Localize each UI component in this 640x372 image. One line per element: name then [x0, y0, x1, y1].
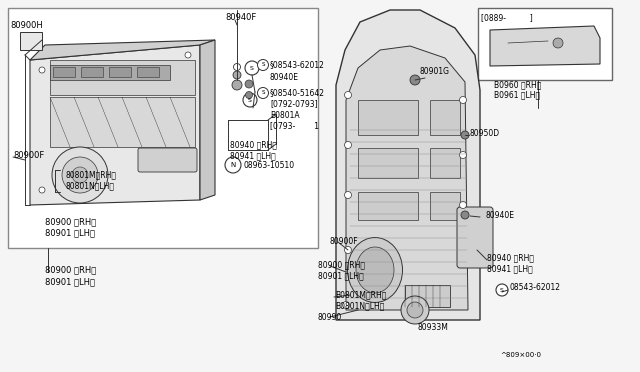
Text: §08540-51642: §08540-51642	[270, 89, 325, 97]
Circle shape	[233, 71, 241, 79]
Text: S: S	[500, 288, 504, 292]
Circle shape	[461, 211, 469, 219]
Bar	[478, 8, 612, 80]
Bar	[81, 67, 103, 77]
Text: S: S	[250, 65, 254, 71]
Circle shape	[460, 96, 467, 103]
Text: 80950D: 80950D	[470, 128, 500, 138]
Text: 80900F: 80900F	[13, 151, 44, 160]
Text: [0889-          ]: [0889- ]	[481, 13, 532, 22]
Text: S: S	[261, 90, 265, 96]
Circle shape	[72, 167, 88, 183]
Text: 80900 〈RH〉: 80900 〈RH〉	[45, 218, 96, 227]
Circle shape	[553, 38, 563, 48]
Text: 80801N〈LH〉: 80801N〈LH〉	[65, 182, 114, 190]
Text: 80941 〈LH〉: 80941 〈LH〉	[230, 151, 276, 160]
Circle shape	[225, 157, 241, 173]
Circle shape	[246, 92, 253, 99]
Text: S: S	[261, 62, 265, 67]
Text: 08543-62012: 08543-62012	[510, 283, 561, 292]
Text: 80901G: 80901G	[420, 67, 450, 77]
Bar	[8, 8, 318, 248]
Bar	[137, 67, 159, 77]
Text: §08543-62012: §08543-62012	[270, 61, 325, 70]
Bar	[358, 192, 418, 220]
Text: [0793-        1: [0793- 1	[270, 122, 319, 131]
Circle shape	[257, 87, 269, 99]
Circle shape	[460, 151, 467, 158]
Bar	[430, 148, 460, 178]
Bar	[405, 285, 450, 307]
Text: 80940 〈RH〉: 80940 〈RH〉	[487, 253, 534, 263]
Text: 80901 〈LH〉: 80901 〈LH〉	[318, 272, 364, 280]
Circle shape	[407, 302, 423, 318]
Bar	[430, 192, 460, 220]
Text: 80933M: 80933M	[418, 324, 449, 333]
Bar	[53, 67, 75, 77]
Text: 80900 〈RH〉: 80900 〈RH〉	[45, 266, 96, 275]
Polygon shape	[30, 45, 200, 205]
Text: 80940F: 80940F	[225, 13, 256, 22]
Circle shape	[410, 75, 420, 85]
Polygon shape	[30, 40, 215, 60]
Circle shape	[257, 60, 269, 71]
FancyBboxPatch shape	[457, 207, 493, 268]
Text: 80901 〈LH〉: 80901 〈LH〉	[45, 278, 95, 286]
Text: 80940E: 80940E	[486, 211, 515, 219]
Text: 80900H: 80900H	[10, 20, 43, 29]
FancyBboxPatch shape	[138, 148, 197, 172]
Text: B0961 〈LH〉: B0961 〈LH〉	[494, 90, 540, 99]
Bar	[50, 65, 170, 80]
Text: 80941 〈LH〉: 80941 〈LH〉	[487, 264, 532, 273]
Circle shape	[401, 296, 429, 324]
Text: 08963-10510: 08963-10510	[243, 161, 294, 170]
Circle shape	[185, 52, 191, 58]
Text: S: S	[248, 97, 252, 103]
Bar	[50, 97, 195, 147]
Circle shape	[245, 61, 259, 75]
Polygon shape	[490, 26, 600, 66]
Bar	[109, 67, 131, 77]
Bar	[50, 60, 195, 95]
Circle shape	[39, 187, 45, 193]
Text: ^809×00·0: ^809×00·0	[500, 352, 541, 358]
Ellipse shape	[356, 247, 394, 293]
Text: 80900F: 80900F	[330, 237, 358, 247]
Circle shape	[245, 80, 253, 88]
Text: 80940 〈RH〉: 80940 〈RH〉	[230, 141, 277, 150]
Circle shape	[496, 284, 508, 296]
Text: B0801A: B0801A	[270, 110, 300, 119]
Circle shape	[344, 192, 351, 199]
Text: 80900 〈RH〉: 80900 〈RH〉	[318, 260, 365, 269]
Bar	[358, 100, 418, 135]
Text: B0801N〈LH〉: B0801N〈LH〉	[335, 301, 385, 311]
Text: B0960 〈RH〉: B0960 〈RH〉	[494, 80, 541, 90]
Circle shape	[344, 247, 351, 253]
Text: [0792-0793]: [0792-0793]	[270, 99, 317, 109]
Text: N: N	[230, 162, 236, 168]
Text: B0801M〈RH〉: B0801M〈RH〉	[335, 291, 387, 299]
Bar	[358, 148, 418, 178]
Text: 80940E: 80940E	[270, 74, 299, 83]
Circle shape	[232, 80, 242, 90]
Ellipse shape	[348, 237, 403, 302]
Polygon shape	[200, 40, 215, 200]
Text: 80801M〈RH〉: 80801M〈RH〉	[65, 170, 116, 180]
Circle shape	[234, 64, 241, 71]
Circle shape	[344, 92, 351, 99]
Circle shape	[243, 93, 257, 107]
Bar	[430, 100, 460, 135]
Circle shape	[344, 141, 351, 148]
Bar	[20, 32, 42, 50]
Circle shape	[461, 131, 469, 139]
Circle shape	[342, 301, 349, 308]
Circle shape	[52, 147, 108, 203]
Circle shape	[39, 67, 45, 73]
Circle shape	[460, 202, 467, 208]
Text: 80990: 80990	[318, 312, 342, 321]
Polygon shape	[336, 10, 480, 320]
Text: 80901 〈LH〉: 80901 〈LH〉	[45, 228, 95, 237]
Polygon shape	[346, 46, 468, 310]
Circle shape	[62, 157, 98, 193]
